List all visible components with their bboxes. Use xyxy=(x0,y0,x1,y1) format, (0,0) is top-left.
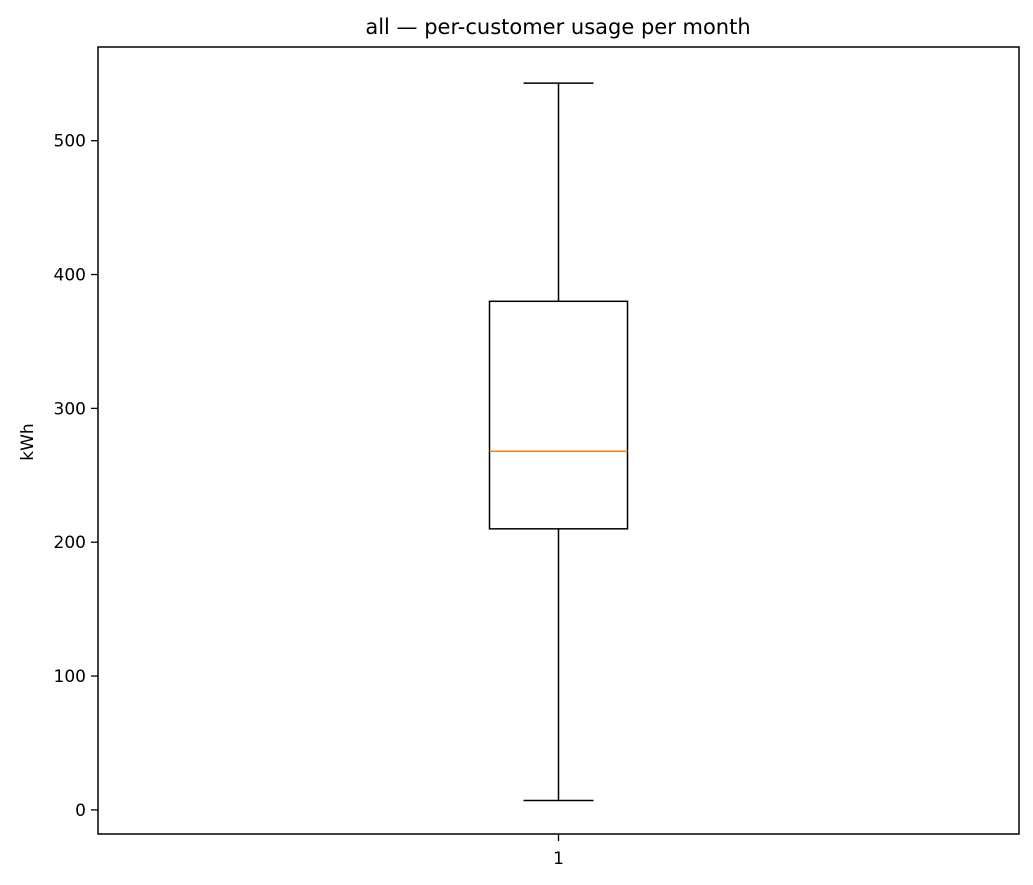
iqr-box xyxy=(488,300,629,530)
y-tick-label: 200 xyxy=(54,533,86,553)
y-tick-label: 0 xyxy=(75,801,86,821)
y-tick-label: 400 xyxy=(54,266,86,286)
x-tick-label: 1 xyxy=(553,849,564,869)
chart-title: all — per-customer usage per month xyxy=(365,15,750,39)
y-tick-label: 300 xyxy=(54,399,86,419)
y-tick-label: 100 xyxy=(54,667,86,687)
y-tick-label: 500 xyxy=(54,132,86,152)
y-axis-label: kWh xyxy=(18,423,38,460)
plot-area: 0 100 200 300 400 500 1 xyxy=(54,46,1020,869)
